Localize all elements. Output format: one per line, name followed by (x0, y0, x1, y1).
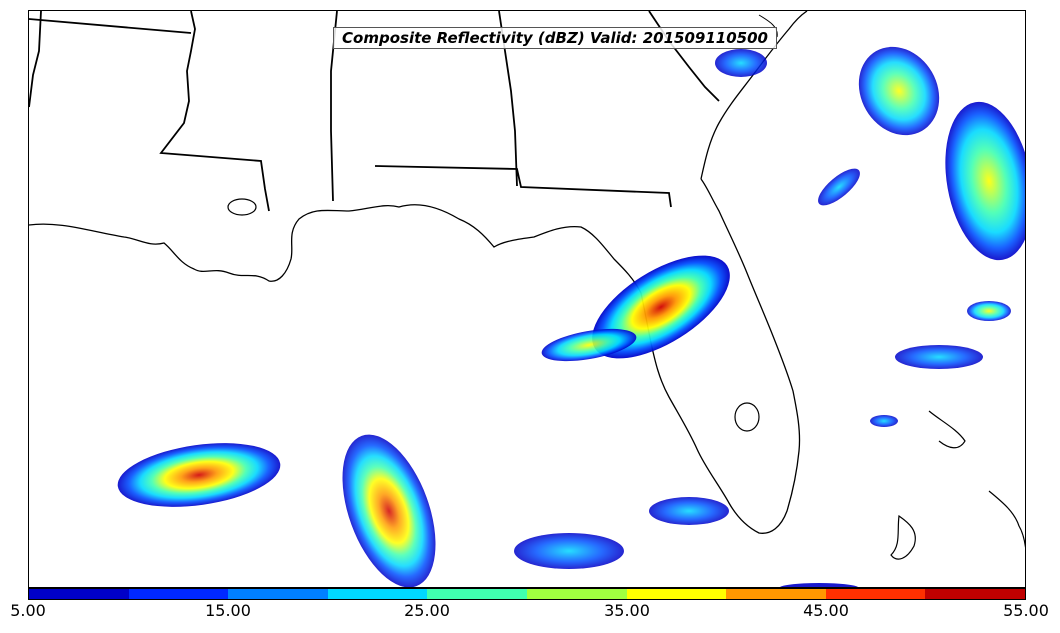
bahamas-eleuthera (988, 490, 1025, 548)
storm-streak-atlantic (818, 168, 860, 206)
storm-cell-carolina (715, 49, 767, 77)
lake-okeechobee (734, 402, 760, 432)
colorbar-tick-label: 25.00 (404, 601, 450, 620)
storm-cell-gulf-south (342, 434, 436, 587)
state-border-la-west (29, 11, 42, 108)
colorbar-tick-label: 35.00 (604, 601, 650, 620)
colorbar (28, 588, 1026, 600)
storm-cell-north-florida (592, 255, 730, 359)
colorbar-segment (925, 589, 1025, 599)
colorbar-tick-label: 45.00 (803, 601, 849, 620)
gulf-coastline (29, 178, 801, 534)
state-border-ms-la (159, 11, 270, 212)
bahamas-abaco (928, 410, 966, 449)
map-canvas (29, 11, 1025, 587)
storm-cell-atlantic-north (858, 46, 940, 136)
lake-pontchartrain (227, 198, 257, 216)
map-title: Composite Reflectivity (dBZ) Valid: 2015… (333, 27, 777, 49)
colorbar-segment (825, 589, 926, 599)
storm-band-keys (649, 497, 729, 525)
colorbar-segment (29, 589, 129, 599)
storm-cell-bahamas (870, 415, 898, 427)
storm-cell-atlantic-east (945, 101, 1025, 261)
colorbar-segment (228, 589, 328, 599)
storm-band-north-florida (541, 328, 637, 362)
colorbar-segment (327, 589, 428, 599)
colorbar-segment (427, 589, 527, 599)
colorbar-tick-label: 15.00 (205, 601, 251, 620)
storm-cell-atlantic-south (967, 301, 1011, 321)
storm-edge-south (779, 583, 859, 587)
state-border-ar-la (29, 18, 192, 34)
carolina-coast (758, 14, 778, 38)
state-border-al-fl (374, 165, 672, 208)
state-border-ga-sc (648, 11, 720, 102)
radar-map: Composite Reflectivity (dBZ) Valid: 2015… (28, 10, 1026, 588)
storm-band-atlantic-south (895, 345, 983, 369)
storm-cell-gulf-west (117, 443, 281, 507)
colorbar-segment (526, 589, 627, 599)
colorbar-segment (726, 589, 826, 599)
bahamas-island (890, 514, 916, 560)
storm-band-gulf-south (514, 533, 624, 569)
colorbar-segment (128, 589, 229, 599)
colorbar-tick-label: 55.00 (1003, 601, 1049, 620)
colorbar-segment (626, 589, 727, 599)
colorbar-tick-label: 5.00 (10, 601, 46, 620)
